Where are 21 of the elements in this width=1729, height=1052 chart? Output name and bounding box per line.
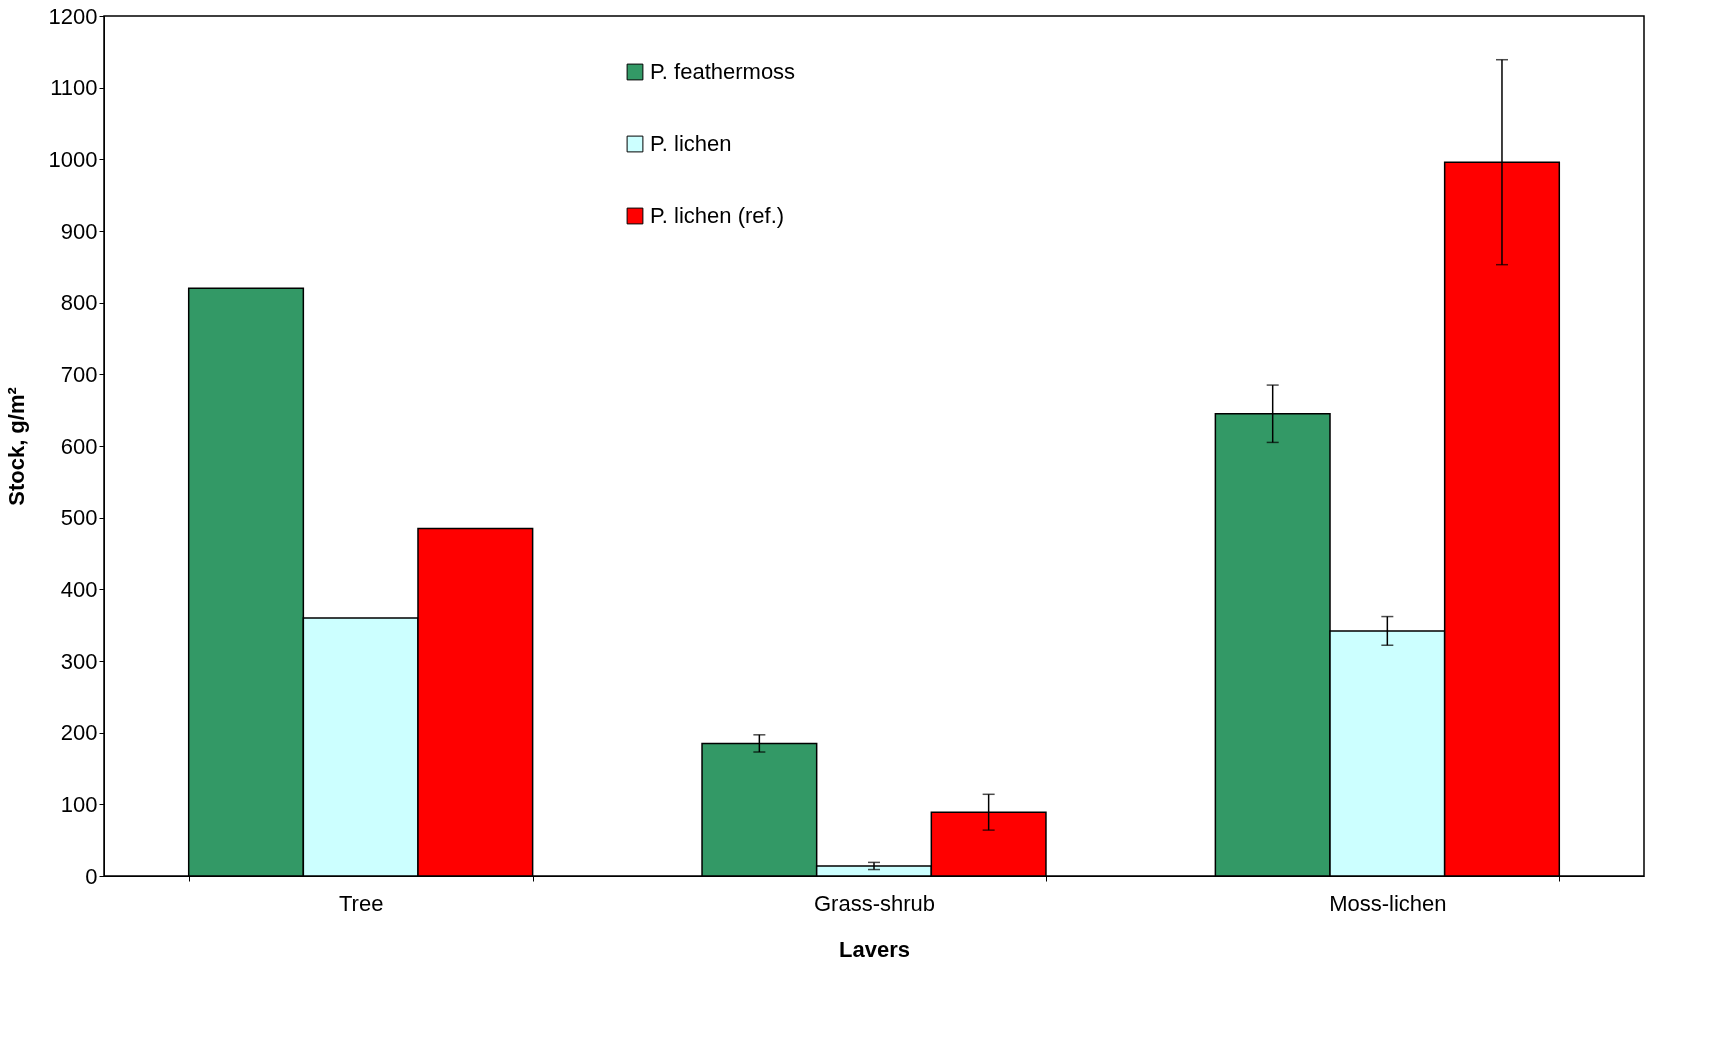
y-tick-label: 100 xyxy=(60,791,98,817)
legend-label: P. feathermoss xyxy=(650,59,796,84)
x-axis-title: Lavers xyxy=(839,936,910,962)
x-tick-label: Moss-lichen xyxy=(1329,890,1447,916)
y-tick-label: 0 xyxy=(85,863,98,889)
y-axis-title: Stock, g/m² xyxy=(3,387,29,506)
legend-label: P. lichen (ref.) xyxy=(650,203,785,228)
y-tick-label: 400 xyxy=(60,576,98,602)
y-tick-label: 1000 xyxy=(48,146,98,172)
legend-label: P. lichen xyxy=(650,131,732,156)
y-tick-label: 800 xyxy=(60,290,98,316)
y-tick-label: 200 xyxy=(60,720,98,746)
y-tick-label: 500 xyxy=(60,505,98,531)
y-tick-label: 700 xyxy=(60,361,98,387)
x-tick-label: Tree xyxy=(338,890,384,916)
y-tick-label: 300 xyxy=(60,648,98,674)
y-tick-label: 1100 xyxy=(50,75,98,101)
y-tick-label: 900 xyxy=(60,218,98,244)
y-tick-label: 600 xyxy=(60,433,98,459)
y-tick-label: 1200 xyxy=(48,3,98,29)
x-tick-label: Grass-shrub xyxy=(813,890,936,916)
